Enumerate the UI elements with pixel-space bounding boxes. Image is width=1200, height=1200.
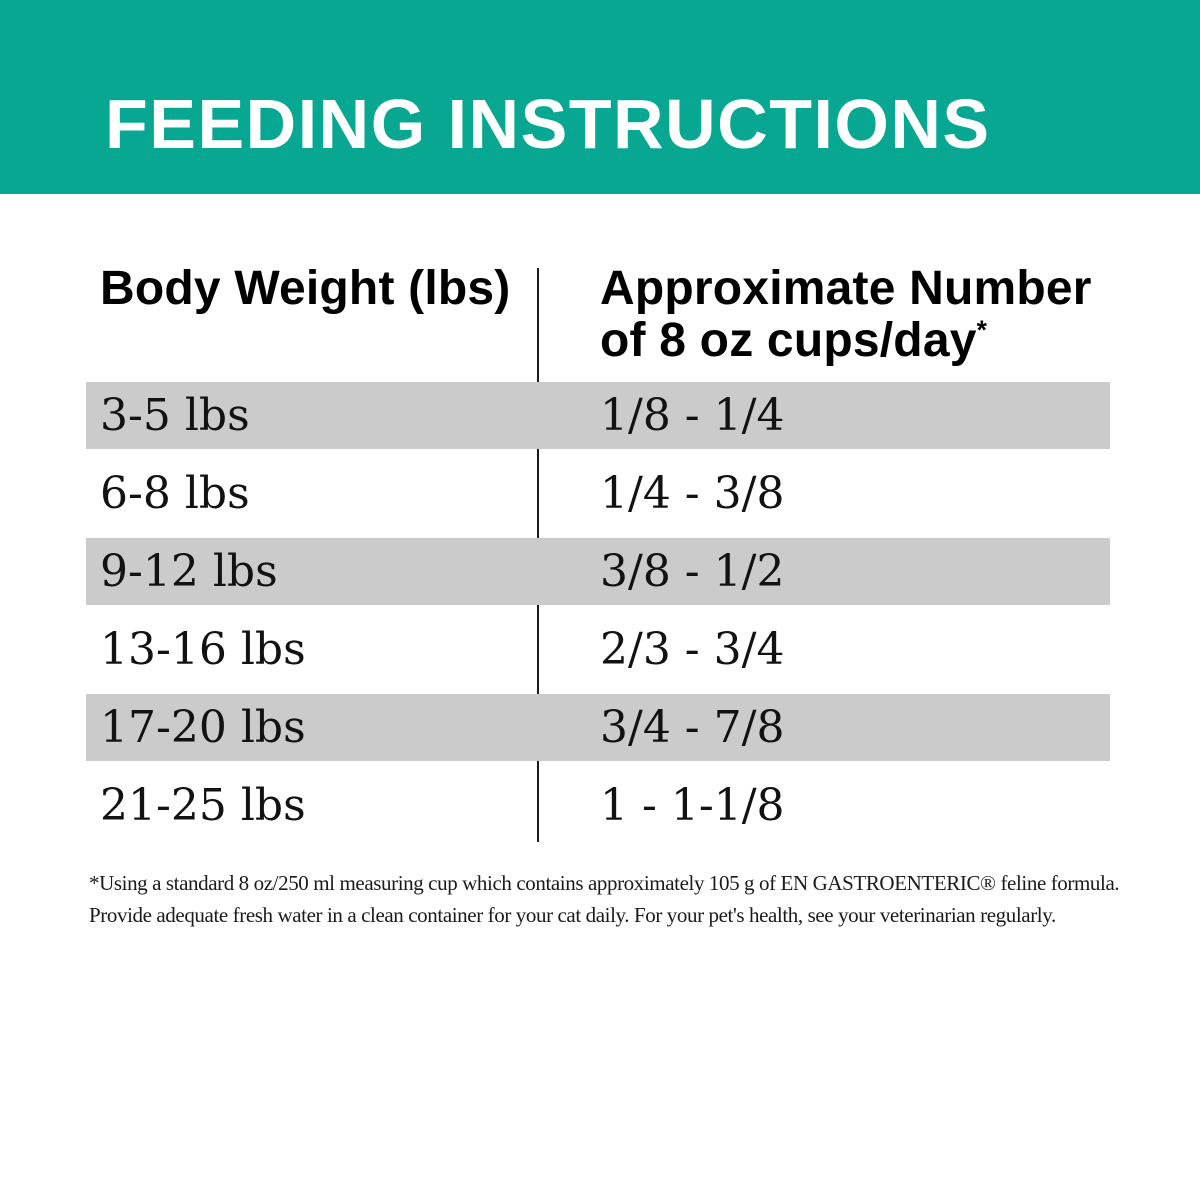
footnote-asterisk-marker: * [976, 315, 988, 345]
table-row: 9-12 lbs 3/8 - 1/2 [86, 538, 1110, 605]
footnote-line1: *Using a standard 8 oz/250 ml measuring … [89, 871, 1120, 895]
table-row: 17-20 lbs 3/4 - 7/8 [86, 694, 1110, 761]
body-weight-value: 21-25 lbs [100, 780, 306, 831]
column-header-body-weight: Body Weight (lbs) [100, 262, 511, 315]
cups-per-day-value: 1/4 - 3/8 [600, 468, 785, 519]
body-weight-value: 3-5 lbs [100, 390, 250, 441]
table-row: 13-16 lbs 2/3 - 3/4 [86, 605, 1110, 694]
cups-per-day-value: 3/8 - 1/2 [600, 546, 785, 597]
column-header-cups-per-day: Approximate Number of 8 oz cups/day* [600, 263, 1092, 367]
page-title: FEEDING INSTRUCTIONS [105, 85, 991, 163]
cups-per-day-value: 3/4 - 7/8 [600, 702, 785, 753]
feeding-table: 3-5 lbs 1/8 - 1/4 6-8 lbs 1/4 - 3/8 9-12… [86, 382, 1110, 850]
table-row: 3-5 lbs 1/8 - 1/4 [86, 382, 1110, 449]
cups-per-day-value: 2/3 - 3/4 [600, 624, 785, 675]
body-weight-value: 13-16 lbs [100, 624, 306, 675]
table-row: 6-8 lbs 1/4 - 3/8 [86, 449, 1110, 538]
column-header-cups-line2: of 8 oz cups/day [600, 314, 977, 367]
column-header-cups-line1: Approximate Number [600, 262, 1092, 315]
cups-per-day-value: 1/8 - 1/4 [600, 390, 785, 441]
body-weight-value: 9-12 lbs [100, 546, 278, 597]
cups-per-day-value: 1 - 1-1/8 [600, 780, 785, 831]
header-banner: FEEDING INSTRUCTIONS [0, 0, 1200, 194]
footnote: *Using a standard 8 oz/250 ml measuring … [89, 867, 1149, 931]
body-weight-value: 6-8 lbs [100, 468, 250, 519]
footnote-line2: Provide adequate fresh water in a clean … [89, 903, 1056, 927]
table-row: 21-25 lbs 1 - 1-1/8 [86, 761, 1110, 850]
body-weight-value: 17-20 lbs [100, 702, 306, 753]
